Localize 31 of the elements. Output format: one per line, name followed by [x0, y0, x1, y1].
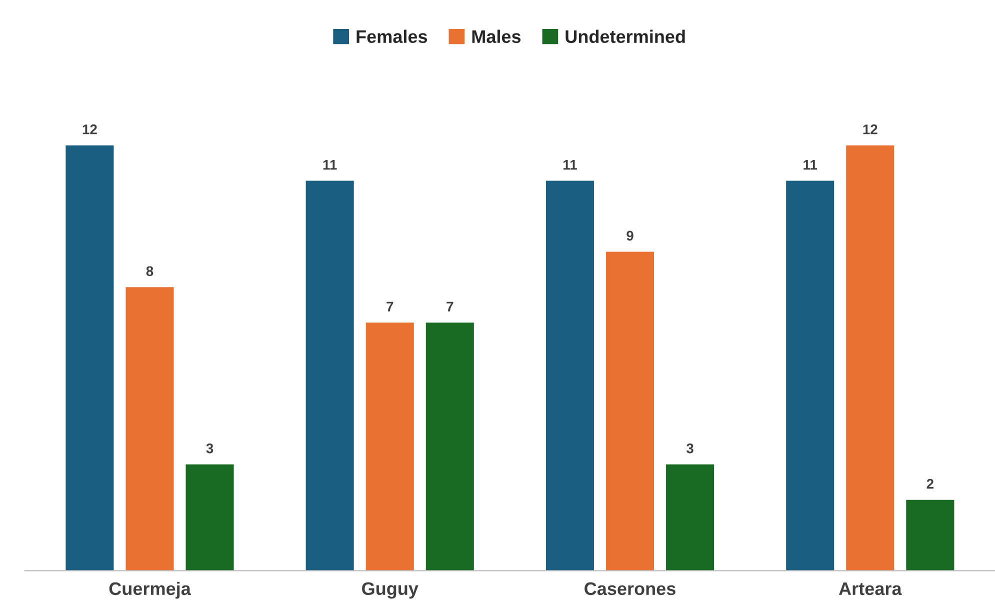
bar: [606, 252, 654, 571]
bar: [126, 287, 174, 571]
data-label: 8: [146, 266, 154, 276]
data-label: 12: [82, 124, 97, 134]
x-tick-label: Cuermeja: [109, 582, 192, 599]
data-label: 11: [323, 160, 337, 170]
legend-label: Females: [356, 30, 428, 44]
bar: [546, 180, 594, 571]
bar: [426, 322, 474, 571]
legend-label: Males: [472, 30, 521, 44]
bar: [786, 180, 834, 571]
data-label: 3: [686, 443, 694, 454]
bar: [66, 145, 114, 571]
bar: [366, 322, 414, 571]
bar: [306, 180, 354, 571]
bar: [906, 500, 954, 571]
x-tick-label: Arteara: [838, 582, 902, 596]
data-label: 12: [863, 124, 878, 134]
data-label: 11: [564, 160, 577, 170]
data-label: 7: [386, 302, 394, 312]
data-label: 7: [446, 302, 454, 312]
x-tick-label: Caserones: [584, 582, 676, 596]
bar: [186, 464, 234, 571]
data-label: 11: [804, 160, 818, 170]
bar: [846, 145, 894, 571]
x-tick-label: Guguy: [362, 582, 418, 599]
data-label: 3: [206, 443, 214, 454]
bar: [666, 464, 714, 571]
data-label: 2: [926, 478, 934, 489]
data-label: 9: [626, 230, 634, 241]
legend-label: Undetermined: [566, 30, 685, 44]
